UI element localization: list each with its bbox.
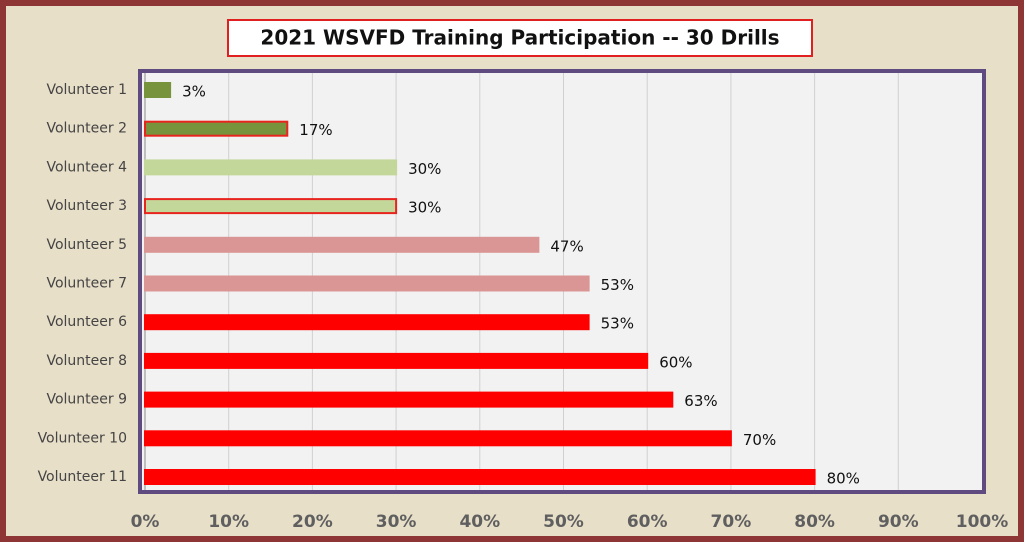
x-tick-label: 0% [131,512,160,532]
data-label: 3% [182,83,206,101]
bar [144,391,674,408]
bar [144,275,590,292]
bar [144,469,816,485]
data-label: 17% [299,121,332,139]
data-label: 53% [601,276,634,294]
y-tick-label: Volunteer 10 [38,430,127,446]
bar [144,82,172,98]
data-label: 30% [408,199,441,217]
y-tick-label: Volunteer 6 [46,314,127,330]
y-tick-label: Volunteer 7 [46,276,127,292]
data-label: 60% [659,353,692,371]
data-label: 47% [550,237,583,255]
title-box [227,19,813,57]
x-tick-label: 80% [794,512,835,532]
data-label: 53% [601,315,634,333]
x-tick-label: 60% [627,512,668,532]
data-label: 30% [408,160,441,178]
y-tick-label: Volunteer 9 [46,392,127,408]
x-tick-label: 50% [543,512,584,532]
y-tick-label: Volunteer 2 [46,121,127,137]
y-tick-label: Volunteer 11 [38,469,127,485]
y-tick-label: Volunteer 5 [46,237,127,253]
x-tick-label: 70% [711,512,752,532]
bar [144,352,649,369]
bar [144,120,289,137]
x-tick-label: 10% [208,512,249,532]
bar [144,430,732,447]
y-tick-label: Volunteer 4 [46,159,127,175]
bar [144,314,590,331]
bar [144,198,398,215]
x-tick-label: 90% [878,512,919,532]
bar [144,159,398,176]
x-tick-label: 30% [376,512,417,532]
data-label: 80% [827,470,860,488]
bar [144,236,540,253]
x-tick-label: 100% [956,512,1009,532]
chart-title: 2021 WSVFD Training Participation -- 30 … [260,26,779,50]
data-label: 70% [743,431,776,449]
y-tick-label: Volunteer 3 [46,198,127,214]
x-tick-label: 20% [292,512,333,532]
y-tick-label: Volunteer 1 [46,82,127,98]
data-label: 63% [684,392,717,410]
y-tick-label: Volunteer 8 [46,353,127,369]
x-tick-label: 40% [459,512,500,532]
